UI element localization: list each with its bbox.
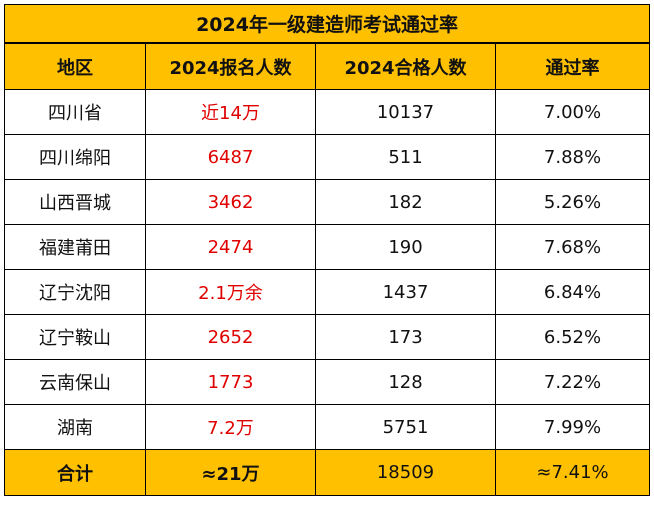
rate-cell: 7.22% — [494, 359, 651, 405]
table-row: 山西晋城 3462 182 5.26% — [4, 179, 651, 225]
rate-cell: 7.88% — [494, 134, 651, 180]
registered-cell: 2474 — [145, 224, 316, 270]
registered-cell: 7.2万 — [145, 404, 316, 450]
rate-cell: 7.68% — [494, 224, 651, 270]
region-cell: 辽宁鞍山 — [4, 314, 146, 360]
passed-cell: 1437 — [315, 269, 496, 315]
passed-cell: 173 — [315, 314, 496, 360]
header-registered: 2024报名人数 — [145, 42, 316, 90]
registered-cell: 3462 — [145, 179, 316, 225]
table-row: 湖南 7.2万 5751 7.99% — [4, 404, 651, 450]
passed-cell: 10137 — [315, 89, 496, 135]
registered-cell: 近14万 — [145, 89, 316, 135]
registered-cell: 2652 — [145, 314, 316, 360]
region-cell: 辽宁沈阳 — [4, 269, 146, 315]
header-passed: 2024合格人数 — [315, 42, 496, 90]
table-row: 辽宁沈阳 2.1万余 1437 6.84% — [4, 269, 651, 315]
rate-cell: 7.00% — [494, 89, 651, 135]
table-row: 福建莆田 2474 190 7.68% — [4, 224, 651, 270]
passed-cell: 190 — [315, 224, 496, 270]
table-title: 2024年一级建造师考试通过率 — [3, 4, 651, 44]
region-cell: 四川省 — [4, 89, 146, 135]
passed-cell: 511 — [315, 134, 496, 180]
title-row: 2024年一级建造师考试通过率 — [3, 4, 651, 44]
pass-rate-table-container: 2024年一级建造师考试通过率 地区 2024报名人数 2024合格人数 通过率… — [3, 4, 651, 496]
table-row: 四川绵阳 6487 511 7.88% — [4, 134, 651, 180]
region-cell: 福建莆田 — [4, 224, 146, 270]
header-region: 地区 — [4, 42, 146, 90]
region-cell: 云南保山 — [4, 359, 146, 405]
region-cell: 四川绵阳 — [4, 134, 146, 180]
total-registered: ≈21万 — [145, 449, 316, 496]
total-rate: ≈7.41% — [494, 449, 651, 496]
passed-cell: 128 — [315, 359, 496, 405]
table-row: 云南保山 1773 128 7.22% — [4, 359, 651, 405]
table-row: 四川省 近14万 10137 7.00% — [4, 89, 651, 135]
pass-rate-table: 2024年一级建造师考试通过率 地区 2024报名人数 2024合格人数 通过率… — [3, 4, 651, 496]
region-cell: 湖南 — [4, 404, 146, 450]
rate-cell: 7.99% — [494, 404, 651, 450]
total-row: 合计 ≈21万 18509 ≈7.41% — [4, 449, 651, 496]
header-row: 地区 2024报名人数 2024合格人数 通过率 — [4, 42, 651, 90]
total-label: 合计 — [4, 449, 146, 496]
total-passed: 18509 — [315, 449, 496, 496]
passed-cell: 182 — [315, 179, 496, 225]
header-rate: 通过率 — [494, 42, 651, 90]
rate-cell: 6.52% — [494, 314, 651, 360]
registered-cell: 6487 — [145, 134, 316, 180]
registered-cell: 1773 — [145, 359, 316, 405]
table-row: 辽宁鞍山 2652 173 6.52% — [4, 314, 651, 360]
rate-cell: 5.26% — [494, 179, 651, 225]
passed-cell: 5751 — [315, 404, 496, 450]
registered-cell: 2.1万余 — [145, 269, 316, 315]
rate-cell: 6.84% — [494, 269, 651, 315]
region-cell: 山西晋城 — [4, 179, 146, 225]
